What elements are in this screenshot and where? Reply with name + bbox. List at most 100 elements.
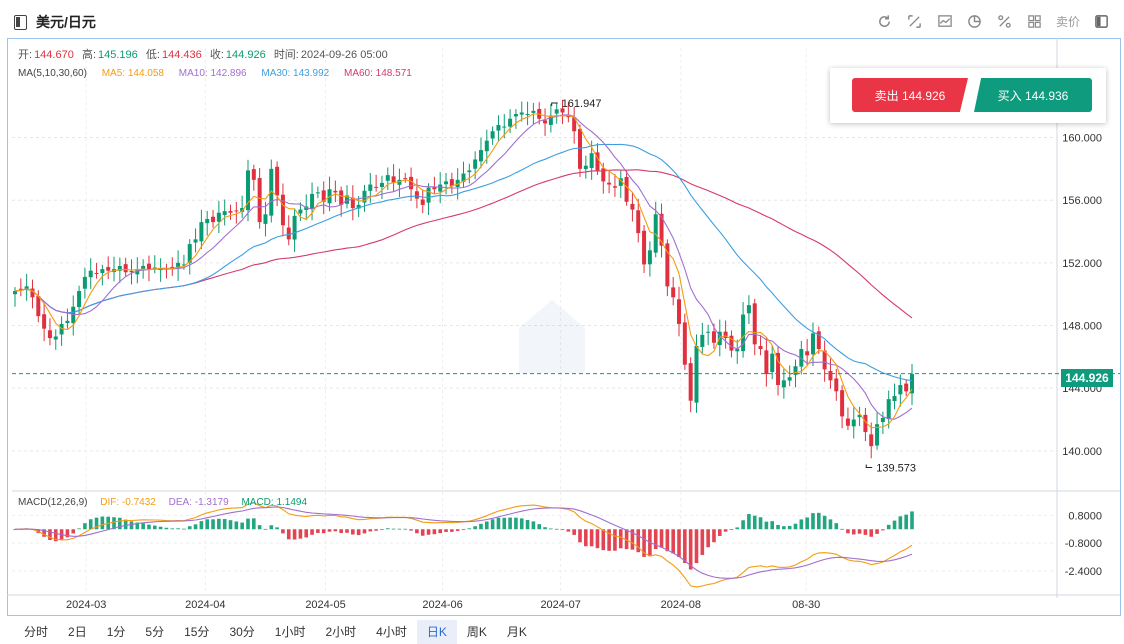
period-tab[interactable]: 日K	[416, 620, 457, 644]
candle-body	[362, 190, 367, 203]
macd-histogram-bar	[665, 529, 670, 552]
macd-histogram-bar	[374, 529, 378, 531]
candle-body	[106, 267, 111, 271]
candle-body	[455, 179, 460, 187]
macd-histogram-bar	[339, 529, 343, 533]
macd-histogram-bar	[246, 518, 250, 530]
candle-body	[776, 352, 781, 386]
period-tab[interactable]: 5分	[145, 625, 165, 639]
macd-histogram-bar	[642, 529, 646, 557]
date-tick-label: 2024-05	[305, 599, 345, 611]
macd-histogram-bar	[409, 529, 413, 531]
macd-histogram-bar	[543, 527, 547, 530]
candle-body	[688, 363, 693, 401]
candle-body	[251, 169, 256, 180]
macd-histogram-bar	[228, 520, 233, 530]
macd-histogram-bar	[444, 529, 448, 532]
macd-histogram-bar	[554, 528, 559, 530]
candle-body	[583, 165, 588, 170]
price-tick-label: 152.000	[1062, 258, 1102, 270]
pie-chart-icon[interactable]	[966, 12, 984, 30]
macd-histogram-bar	[269, 525, 274, 530]
macd-histogram-bar	[100, 516, 105, 530]
macd-histogram-bar	[490, 519, 495, 530]
macd-histogram-bar	[828, 519, 833, 530]
macd-histogram-bar	[77, 528, 81, 530]
candle-body	[187, 244, 192, 263]
candle-body	[607, 182, 612, 185]
candle-body	[636, 210, 641, 234]
candle-body	[82, 276, 87, 289]
macd-histogram-bar	[333, 529, 338, 532]
candle-body	[752, 303, 757, 345]
candle-body	[875, 424, 880, 446]
candle-body	[729, 335, 734, 351]
period-tab[interactable]: 4小时	[376, 625, 407, 639]
macd-histogram-bar	[368, 529, 373, 532]
candle-body	[94, 272, 99, 274]
open-value: 144.670	[34, 49, 74, 61]
candle-body	[47, 330, 52, 339]
macd-histogram-bar	[514, 517, 518, 530]
macd-tick-label: -0.8000	[1065, 538, 1102, 550]
candle-body	[100, 269, 105, 273]
candle-body	[420, 199, 425, 205]
macd-histogram-bar	[152, 525, 157, 530]
period-tab[interactable]: 周K	[466, 625, 487, 639]
draw-line-icon[interactable]	[906, 12, 924, 30]
candle-body	[444, 181, 449, 185]
period-tab[interactable]: 2日	[68, 625, 87, 639]
candle-body	[414, 191, 419, 199]
date-tick-label: 2024-07	[540, 599, 580, 611]
indicator-chart-icon[interactable]	[936, 12, 954, 30]
candle-body	[461, 173, 466, 182]
macd-histogram-bar	[875, 529, 879, 534]
macd-histogram-bar	[723, 529, 728, 532]
ma30-value: MA30: 143.992	[261, 68, 330, 79]
grid-layout-icon[interactable]	[1026, 12, 1044, 30]
macd-histogram-bar	[782, 526, 786, 530]
macd-histogram-bar	[182, 528, 186, 530]
macd-histogram-bar	[234, 521, 239, 530]
period-tab[interactable]: 30分	[229, 625, 255, 639]
period-tab[interactable]: 15分	[184, 625, 210, 639]
period-tab[interactable]: 1分	[106, 625, 126, 639]
extreme-label: 139.573	[876, 463, 916, 475]
macd-histogram-bar	[397, 528, 402, 530]
candle-body	[822, 350, 827, 370]
macd-histogram-bar	[688, 529, 693, 570]
percent-icon[interactable]	[996, 12, 1014, 30]
candle-body	[711, 331, 716, 343]
period-tab[interactable]: 2小时	[325, 625, 357, 639]
macd-histogram-bar	[717, 529, 722, 536]
candle-body	[432, 187, 437, 190]
candle-body	[543, 120, 548, 124]
time-label: 时间:	[273, 49, 299, 61]
period-tab[interactable]: 月K	[506, 625, 527, 639]
buy-button[interactable]: 买入 144.936	[974, 78, 1092, 112]
extreme-label: 161.947	[562, 98, 602, 110]
symbol-panel-icon[interactable]	[14, 14, 27, 30]
candle-body	[240, 208, 245, 212]
candle-body	[257, 178, 262, 223]
period-tab[interactable]: 分时	[24, 625, 49, 639]
sidebar-toggle-icon[interactable]	[1092, 12, 1110, 30]
quote-type-selector[interactable]: 卖价	[1055, 14, 1080, 29]
candle-body	[910, 374, 914, 394]
candle-body	[659, 213, 664, 246]
dea-value: DEA: -1.3179	[168, 497, 229, 508]
sell-button[interactable]: 卖出 144.926	[852, 78, 968, 112]
macd-histogram-bar	[83, 523, 87, 530]
refresh-icon[interactable]	[876, 12, 894, 30]
candle-body	[851, 419, 856, 427]
macd-histogram-bar	[112, 517, 116, 530]
period-tab[interactable]: 1小时	[274, 625, 306, 639]
dif-value: DIF: -0.7432	[100, 497, 156, 508]
candle-body	[490, 131, 495, 139]
candle-body	[211, 216, 216, 223]
kline-chart[interactable]: 160.000156.000152.000148.000144.000140.0…	[7, 38, 1121, 616]
candle-body	[904, 383, 909, 392]
macd-histogram-bar	[659, 529, 664, 548]
candle-body	[834, 378, 839, 392]
macd-histogram-bar	[403, 528, 408, 530]
